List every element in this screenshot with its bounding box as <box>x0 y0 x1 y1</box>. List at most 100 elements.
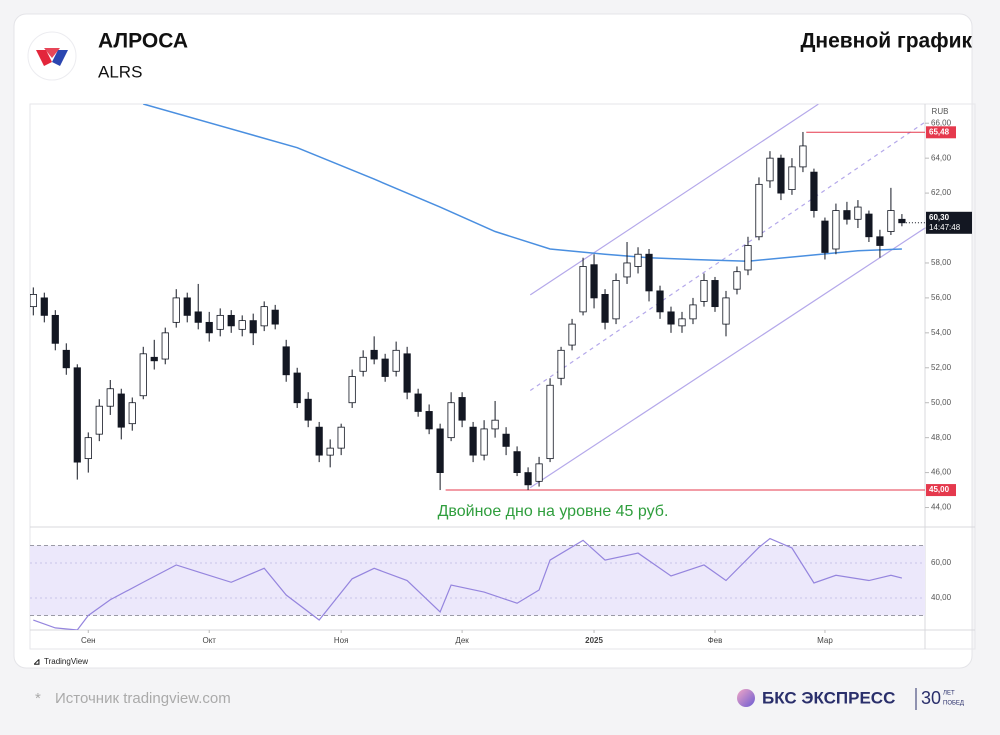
candle-body <box>370 349 378 360</box>
candle-body <box>612 280 620 320</box>
candle-body <box>326 447 334 456</box>
brand-bottom: ПОБЕД <box>943 701 964 707</box>
candle-body <box>843 210 851 220</box>
level-label: 65,48 <box>929 127 950 136</box>
annotation: Двойное дно на уровне 45 руб. <box>438 503 669 520</box>
candle-body <box>887 210 895 232</box>
level-badge <box>926 126 956 139</box>
candle-body <box>447 402 455 439</box>
candle-body <box>150 356 158 362</box>
candle-body <box>381 358 389 377</box>
brand-years: 30 <box>921 688 941 708</box>
candle-body <box>755 183 763 238</box>
candle-body <box>392 349 400 372</box>
candle-body <box>282 346 290 376</box>
rsi-tick-label: 60,00 <box>931 558 952 567</box>
candle-body <box>304 398 312 421</box>
candle-body <box>315 426 323 456</box>
source-mark: * <box>35 690 41 707</box>
x-tick-label: 2025 <box>585 636 603 645</box>
candle-body <box>799 145 807 168</box>
title: АЛРОСА <box>98 30 188 53</box>
candle-body <box>700 280 708 302</box>
candle-body <box>491 419 499 430</box>
candle-body <box>513 451 521 473</box>
candle-body <box>293 372 301 404</box>
candle-body <box>678 318 686 327</box>
candle-body <box>766 157 774 182</box>
candle-body <box>128 402 136 425</box>
candle-body <box>821 220 829 253</box>
candle-body <box>337 426 345 449</box>
rsi-band <box>30 545 925 616</box>
x-tick-label: Дек <box>455 636 469 645</box>
y-tick-label: 48,00 <box>931 433 952 442</box>
candle-body <box>73 367 81 463</box>
y-tick-label: 50,00 <box>931 398 952 407</box>
candle-body <box>348 376 356 404</box>
y-tick-label: 66,00 <box>931 118 952 127</box>
candle-body <box>172 297 180 323</box>
brand-icon <box>737 689 755 707</box>
x-tick-label: Ноя <box>334 636 349 645</box>
chart-label: Дневной график <box>800 30 972 53</box>
candle-body <box>854 206 862 220</box>
candle-body <box>205 321 213 334</box>
candle-body <box>579 266 587 313</box>
rsi-tick-label: 40,00 <box>931 593 952 602</box>
subtitle: ALRS <box>98 62 142 81</box>
chart-frame <box>29 103 976 650</box>
candle-body <box>238 320 246 330</box>
level-badge <box>926 484 956 497</box>
moving-average <box>143 104 902 262</box>
candle-body <box>30 294 37 308</box>
x-tick-label: Фев <box>708 636 723 645</box>
candle-body <box>601 294 609 323</box>
rsi-pane <box>30 537 925 630</box>
candle-body <box>271 309 279 325</box>
candle-body <box>249 320 257 334</box>
x-tick-label: Сен <box>81 636 96 645</box>
candle-body <box>733 271 741 290</box>
candle-body <box>645 253 653 292</box>
candle-body <box>436 428 444 473</box>
y-tick-label: 62,00 <box>931 188 952 197</box>
candle-body <box>898 218 906 224</box>
candle-body <box>590 264 598 299</box>
candle-body <box>876 236 884 246</box>
candle-body <box>744 245 752 271</box>
candle-body <box>634 253 642 267</box>
source: Источник tradingview.com <box>55 690 231 707</box>
candle-body <box>161 332 169 360</box>
level-label: 45,00 <box>929 485 950 494</box>
price-pane <box>30 104 925 491</box>
rsi-line <box>33 537 903 630</box>
candle-body <box>623 262 631 278</box>
x-tick-label: Окт <box>202 636 216 645</box>
candle-body <box>557 349 565 379</box>
y-tick-label: 46,00 <box>931 468 952 477</box>
candle-body <box>359 356 367 372</box>
candle-body <box>227 314 235 327</box>
last-price-label: 60,30 <box>929 213 950 222</box>
candle-body <box>62 349 70 369</box>
y-tick-label: 44,00 <box>931 503 952 512</box>
candle-body <box>568 323 576 346</box>
candle-body <box>656 290 664 313</box>
candle-body <box>865 213 873 238</box>
watermark: TradingView <box>44 657 88 666</box>
channel-line <box>529 104 819 296</box>
candle-body <box>84 437 92 460</box>
y-tick-label: 58,00 <box>931 258 952 267</box>
candle-body <box>777 157 785 194</box>
candle-body <box>51 314 59 344</box>
candle-body <box>788 166 796 190</box>
candle-body <box>95 405 103 435</box>
candle-body <box>414 393 422 412</box>
candle-body <box>546 384 554 460</box>
candle-body <box>403 353 411 393</box>
last-price-badge <box>926 211 972 234</box>
brand: БКС ЭКСПРЕСС <box>762 688 895 707</box>
